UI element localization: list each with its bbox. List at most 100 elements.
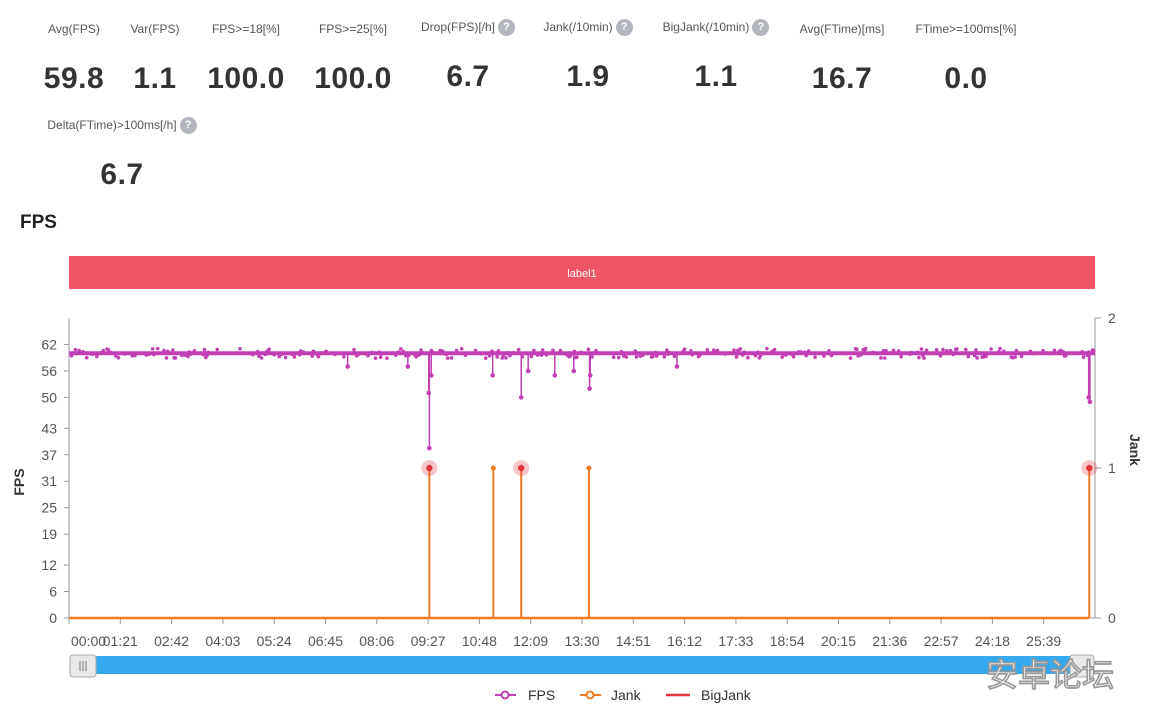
metric-jank: Jank(/10min)? 1.9 (536, 18, 640, 94)
fps-point (561, 351, 565, 356)
fps-point (532, 348, 536, 353)
fps-point (705, 348, 710, 352)
bigjank-point (518, 464, 525, 472)
zoom-slider-track[interactable] (71, 656, 1093, 674)
help-icon[interactable]: ? (615, 18, 633, 36)
fps-point (190, 351, 194, 356)
help-icon[interactable]: ? (498, 18, 515, 36)
y-tick-label: 31 (41, 473, 57, 489)
fps-point (440, 349, 445, 353)
fps-point (206, 350, 211, 355)
fps-point (955, 347, 959, 351)
fps-point (672, 354, 677, 359)
fps-point (594, 348, 598, 353)
x-tick-label: 01:21 (103, 633, 138, 649)
fps-point (879, 356, 883, 360)
fps-point (1080, 350, 1085, 354)
fps-point (662, 354, 667, 359)
fps-point (333, 352, 337, 357)
fps-point (784, 353, 788, 357)
fps-point (741, 353, 745, 357)
fps-point (394, 353, 398, 357)
fps-point (965, 351, 969, 356)
zoom-slider-right-handle[interactable] (1069, 654, 1095, 678)
fps-point (91, 352, 95, 356)
fps-point (964, 347, 968, 352)
metric-label: Jank(/10min)? (543, 18, 633, 36)
fps-point (487, 354, 492, 358)
fps-point (122, 352, 127, 356)
fps-point (737, 351, 741, 356)
fps-point (1061, 350, 1066, 354)
y-tick-label: 43 (41, 420, 57, 436)
fps-point (551, 348, 555, 353)
fps-point (948, 348, 953, 353)
fps-point (813, 355, 817, 359)
help-icon[interactable]: ? (179, 116, 197, 134)
fps-point (444, 352, 449, 357)
x-tick-label: 06:45 (308, 633, 343, 649)
legend-item-jank[interactable]: Jank (580, 687, 642, 703)
fps-point (173, 356, 178, 360)
fps-point (292, 355, 297, 359)
fps-point (114, 354, 118, 358)
fps-point (544, 352, 549, 357)
fps-dip-point (426, 390, 432, 396)
help-icon[interactable]: ? (752, 18, 770, 36)
metric-fps-ge-18: FPS>=18[%] 100.0 (200, 20, 292, 96)
metric-avg-ftime: Avg(FTime)[ms] 16.7 (790, 20, 894, 96)
fps-dip-point (674, 364, 680, 369)
fps-point (539, 353, 544, 357)
fps-point (732, 348, 736, 352)
watermark: 安卓论坛 (986, 657, 1114, 693)
chart-title: FPS (20, 212, 57, 233)
legend: FPS Jank BigJank (495, 687, 752, 703)
legend-item-bigjank[interactable]: BigJank (666, 687, 752, 703)
fps-point (871, 350, 876, 355)
y2-tick-label: 2 (1108, 310, 1116, 326)
fps-point (858, 353, 863, 357)
fps-point (829, 353, 834, 358)
x-tick-label: 17:33 (718, 633, 753, 649)
metric-value: 6.7 (446, 60, 490, 93)
fps-point (891, 348, 896, 353)
metric-value: 6.7 (100, 158, 144, 191)
fps-point (166, 349, 170, 354)
fps-point (150, 347, 155, 351)
fps-point (283, 355, 288, 360)
fps-point (619, 349, 624, 354)
metric-var-fps: Var(FPS) 1.1 (124, 20, 186, 96)
fps-point (301, 350, 306, 354)
fps-point (998, 346, 1002, 351)
fps-point (377, 350, 382, 354)
metric-drop-fps: Drop(FPS)[/h]? 6.7 (412, 18, 524, 94)
fps-point (690, 353, 694, 357)
fps-point (884, 348, 888, 353)
y2-axis-label: Jank (1127, 434, 1143, 466)
metric-bigjank: BigJank(/10min)? 1.1 (654, 18, 778, 94)
fps-point (445, 356, 450, 360)
legend-item-fps[interactable]: FPS (495, 687, 555, 703)
fps-point (772, 347, 777, 352)
fps-point (855, 347, 859, 352)
fps-point (501, 353, 506, 358)
fps-point (762, 351, 767, 356)
label-band[interactable] (69, 256, 1095, 289)
fps-point (73, 347, 78, 352)
x-tick-label: 02:42 (154, 633, 189, 649)
fps-point (586, 347, 591, 352)
fps-point (578, 350, 583, 355)
fps-point (899, 354, 903, 359)
fps-point (698, 353, 702, 358)
fps-point (152, 352, 156, 357)
fps-point (715, 348, 720, 353)
metric-label: Var(FPS) (130, 22, 180, 36)
fps-point (516, 347, 521, 352)
y-tick-label: 0 (49, 610, 57, 626)
fps-point (641, 353, 645, 357)
fps-point (504, 356, 508, 360)
fps-point (616, 355, 621, 360)
fps-point (909, 350, 914, 355)
fps-point (483, 356, 488, 360)
fps-point (463, 353, 468, 358)
